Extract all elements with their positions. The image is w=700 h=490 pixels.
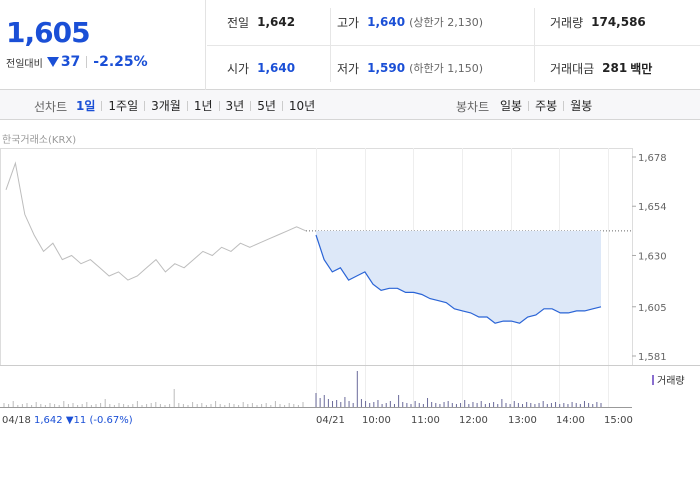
stat-high: 고가 1,640 (상한가 2,130) [337,0,483,44]
divider [534,8,535,82]
period-bar: 선차트 1일 1주일 3개월 1년 3년 5년 10년 봉차트 일봉 주봉 월봉 [0,90,700,120]
divider [207,45,700,46]
divider [528,100,530,111]
y-tick-label: 1,678 [638,153,667,164]
y-tick-label: 1,605 [638,303,667,314]
line-period-tab[interactable]: 3개월 [151,99,181,113]
price-box: 1,605 전일대비 37 -2.25% [0,0,206,90]
stat-value: 1,640 [257,61,296,75]
line-period-tab[interactable]: 3년 [225,99,245,113]
stat-unit: 백만 [630,61,653,76]
data-source: 한국거래소(KRX) [2,135,77,146]
stat-value: 1,590 [367,61,406,75]
change-label: 전일대비 [6,58,43,70]
divider [144,100,146,111]
prev-pct: (-0.67%) [89,415,133,426]
x-axis-time-label: 15:00 [604,415,633,426]
line-period-tab[interactable]: 1주일 [108,99,139,113]
stat-label: 고가 [337,15,360,30]
stat-sub: (상한가 2,130) [409,16,483,29]
prev-day-line [5,161,307,281]
today-price-line [315,234,602,324]
stat-value: 1,640 [367,15,406,29]
volume-legend: 거래량 [652,372,685,387]
x-axis-time-label: 14:00 [556,415,585,426]
divider [101,100,103,111]
stat-value: 174,586 [591,15,646,29]
stat-sub: (하한가 1,150) [409,62,483,75]
divider [281,100,283,111]
x-axis-time-label: 10:00 [362,415,391,426]
line-period-tab[interactable]: 10년 [288,99,316,113]
y-tick-label: 1,654 [638,202,667,213]
candle-chart-label: 봉차트 [456,100,490,114]
prev-date: 04/18 [2,415,31,426]
stat-label: 전일 [227,15,250,30]
stat-label: 거래대금 [550,61,595,76]
stat-low: 저가 1,590 (하한가 1,150) [337,46,483,90]
x-axis-time-label: 12:00 [459,415,488,426]
stat-amount: 거래대금 281 백만 [550,46,652,90]
divider [563,100,565,111]
line-chart-label: 선차트 [34,100,68,114]
stat-prev-close: 전일 1,642 [227,0,295,44]
stat-label: 거래량 [550,15,584,30]
divider [218,100,220,111]
stat-volume: 거래량 174,586 [550,0,646,44]
today-area-fill [316,230,601,324]
volume-legend-label: 거래량 [657,376,685,387]
line-period-tab[interactable]: 1년 [193,99,213,113]
candle-period-tab[interactable]: 일봉 [500,99,523,113]
divider [250,100,252,111]
candle-period-tab[interactable]: 주봉 [535,99,558,113]
change-value: 37 [60,54,81,70]
line-period-tab[interactable]: 5년 [257,99,276,113]
stat-open: 시가 1,640 [227,46,295,90]
divider [86,56,88,68]
line-period-tab[interactable]: 1일 [76,99,96,113]
volume-swatch [652,374,654,385]
divider [330,8,331,82]
down-triangle-icon [46,57,59,67]
stat-value: 1,642 [257,15,296,29]
prev-change: ▼11 [65,415,87,426]
prev-close: 1,642 [34,415,63,426]
candle-period-tab[interactable]: 월봉 [570,99,593,113]
line-period-tabs: 1일 1주일 3개월 1년 3년 5년 10년 [70,97,321,114]
stat-value: 281 [602,61,628,75]
change-percent: -2.25% [93,54,148,70]
change-row: 전일대비 37 -2.25% [6,54,148,70]
stat-label: 저가 [337,61,360,76]
candle-period-tabs: 일봉 주봉 월봉 [494,97,598,114]
x-axis-time-label: 11:00 [411,415,440,426]
stat-label: 시가 [227,61,250,76]
y-tick-label: 1,630 [638,251,667,262]
current-price: 1,605 [6,16,91,49]
prev-day-summary: 04/18 1,642 ▼11 (-0.67%) [2,415,133,426]
divider [186,100,188,111]
y-tick-label: 1,581 [638,352,667,363]
today-date-label: 04/21 [316,415,345,426]
x-axis-time-label: 13:00 [508,415,537,426]
quote-header: 1,605 전일대비 37 -2.25% 전일 1,642 고가 1,640 (… [0,0,700,90]
